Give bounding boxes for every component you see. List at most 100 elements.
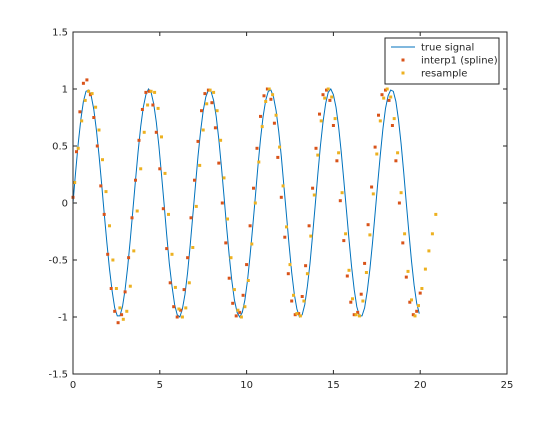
data-point	[262, 94, 266, 98]
data-point	[399, 191, 403, 195]
data-point	[227, 276, 231, 280]
data-point	[248, 224, 252, 228]
data-point	[76, 146, 80, 150]
data-point	[305, 272, 309, 276]
data-point	[252, 186, 255, 190]
y-tick-label: 0	[62, 199, 68, 210]
data-point	[238, 310, 242, 314]
data-point	[378, 119, 382, 123]
series-layer	[71, 78, 438, 325]
x-tick-label: 5	[157, 380, 163, 391]
x-tick-label: 15	[327, 380, 340, 391]
data-point	[153, 90, 157, 94]
data-point	[165, 247, 169, 251]
data-point	[229, 256, 233, 260]
data-point	[264, 100, 268, 103]
data-point	[146, 103, 150, 107]
data-point	[243, 305, 247, 309]
data-point	[274, 113, 278, 117]
data-point	[364, 271, 368, 274]
data-point	[172, 305, 176, 309]
data-point	[413, 314, 417, 318]
data-point	[127, 256, 131, 260]
data-point	[417, 304, 420, 308]
data-point	[118, 306, 122, 310]
data-point	[347, 268, 351, 272]
data-point	[377, 113, 380, 117]
data-point	[156, 106, 160, 110]
data-point	[87, 89, 91, 93]
data-point	[257, 160, 261, 164]
data-point	[255, 146, 259, 150]
data-point	[173, 285, 177, 289]
data-point	[108, 224, 111, 228]
data-point	[366, 223, 370, 227]
data-point	[177, 307, 181, 311]
data-point	[279, 195, 283, 199]
data-point	[340, 191, 344, 195]
legend-marker-swatch	[401, 58, 405, 62]
data-point	[330, 95, 334, 99]
data-point	[83, 98, 87, 102]
data-point	[267, 87, 271, 91]
data-point	[342, 239, 346, 243]
data-point	[271, 93, 275, 97]
data-point	[253, 201, 257, 205]
data-point	[344, 232, 348, 236]
data-point	[269, 97, 273, 101]
data-point	[151, 103, 155, 107]
data-point	[260, 125, 264, 129]
y-tick-label: -1	[58, 313, 68, 324]
data-point	[288, 263, 292, 267]
data-point	[278, 145, 282, 149]
data-point	[81, 81, 85, 85]
data-point	[300, 295, 304, 298]
data-point	[99, 184, 103, 188]
legend-entry-label: resample	[421, 69, 467, 80]
series-2	[73, 87, 438, 321]
data-point	[135, 209, 139, 213]
data-point	[323, 96, 327, 100]
data-point	[80, 119, 84, 123]
data-point	[85, 78, 89, 82]
series-0	[72, 88, 420, 319]
data-point	[217, 161, 221, 165]
data-point	[309, 234, 313, 238]
data-point	[90, 92, 94, 96]
data-point	[78, 110, 82, 114]
data-point	[314, 146, 318, 150]
data-point	[404, 275, 408, 279]
data-point	[196, 139, 200, 143]
data-point	[170, 252, 174, 256]
x-tick-label: 0	[70, 380, 76, 391]
data-point	[111, 258, 115, 262]
data-point	[283, 235, 287, 239]
data-point	[213, 126, 217, 130]
data-point	[302, 299, 306, 303]
tick-layer: 0 5 10 15 20 25 -1.5 -1 -0.5 0 0.5 1 1.5	[48, 28, 513, 392]
data-point	[132, 249, 136, 253]
data-point	[182, 288, 186, 292]
data-point	[231, 301, 235, 305]
data-point	[319, 119, 323, 123]
data-point	[180, 315, 184, 319]
data-point	[387, 98, 391, 102]
data-point	[144, 90, 148, 94]
data-point	[121, 317, 125, 321]
data-point	[326, 87, 330, 91]
data-point	[286, 272, 290, 276]
data-point	[95, 144, 99, 148]
data-point	[318, 112, 321, 116]
data-point	[104, 190, 108, 194]
data-point	[137, 138, 141, 142]
data-point	[232, 288, 236, 292]
data-point	[194, 204, 198, 208]
data-point	[349, 300, 353, 304]
data-point	[325, 88, 328, 92]
data-point	[222, 176, 226, 180]
data-point	[139, 167, 143, 171]
data-point	[410, 298, 413, 302]
data-point	[380, 93, 384, 97]
data-point	[420, 287, 424, 290]
